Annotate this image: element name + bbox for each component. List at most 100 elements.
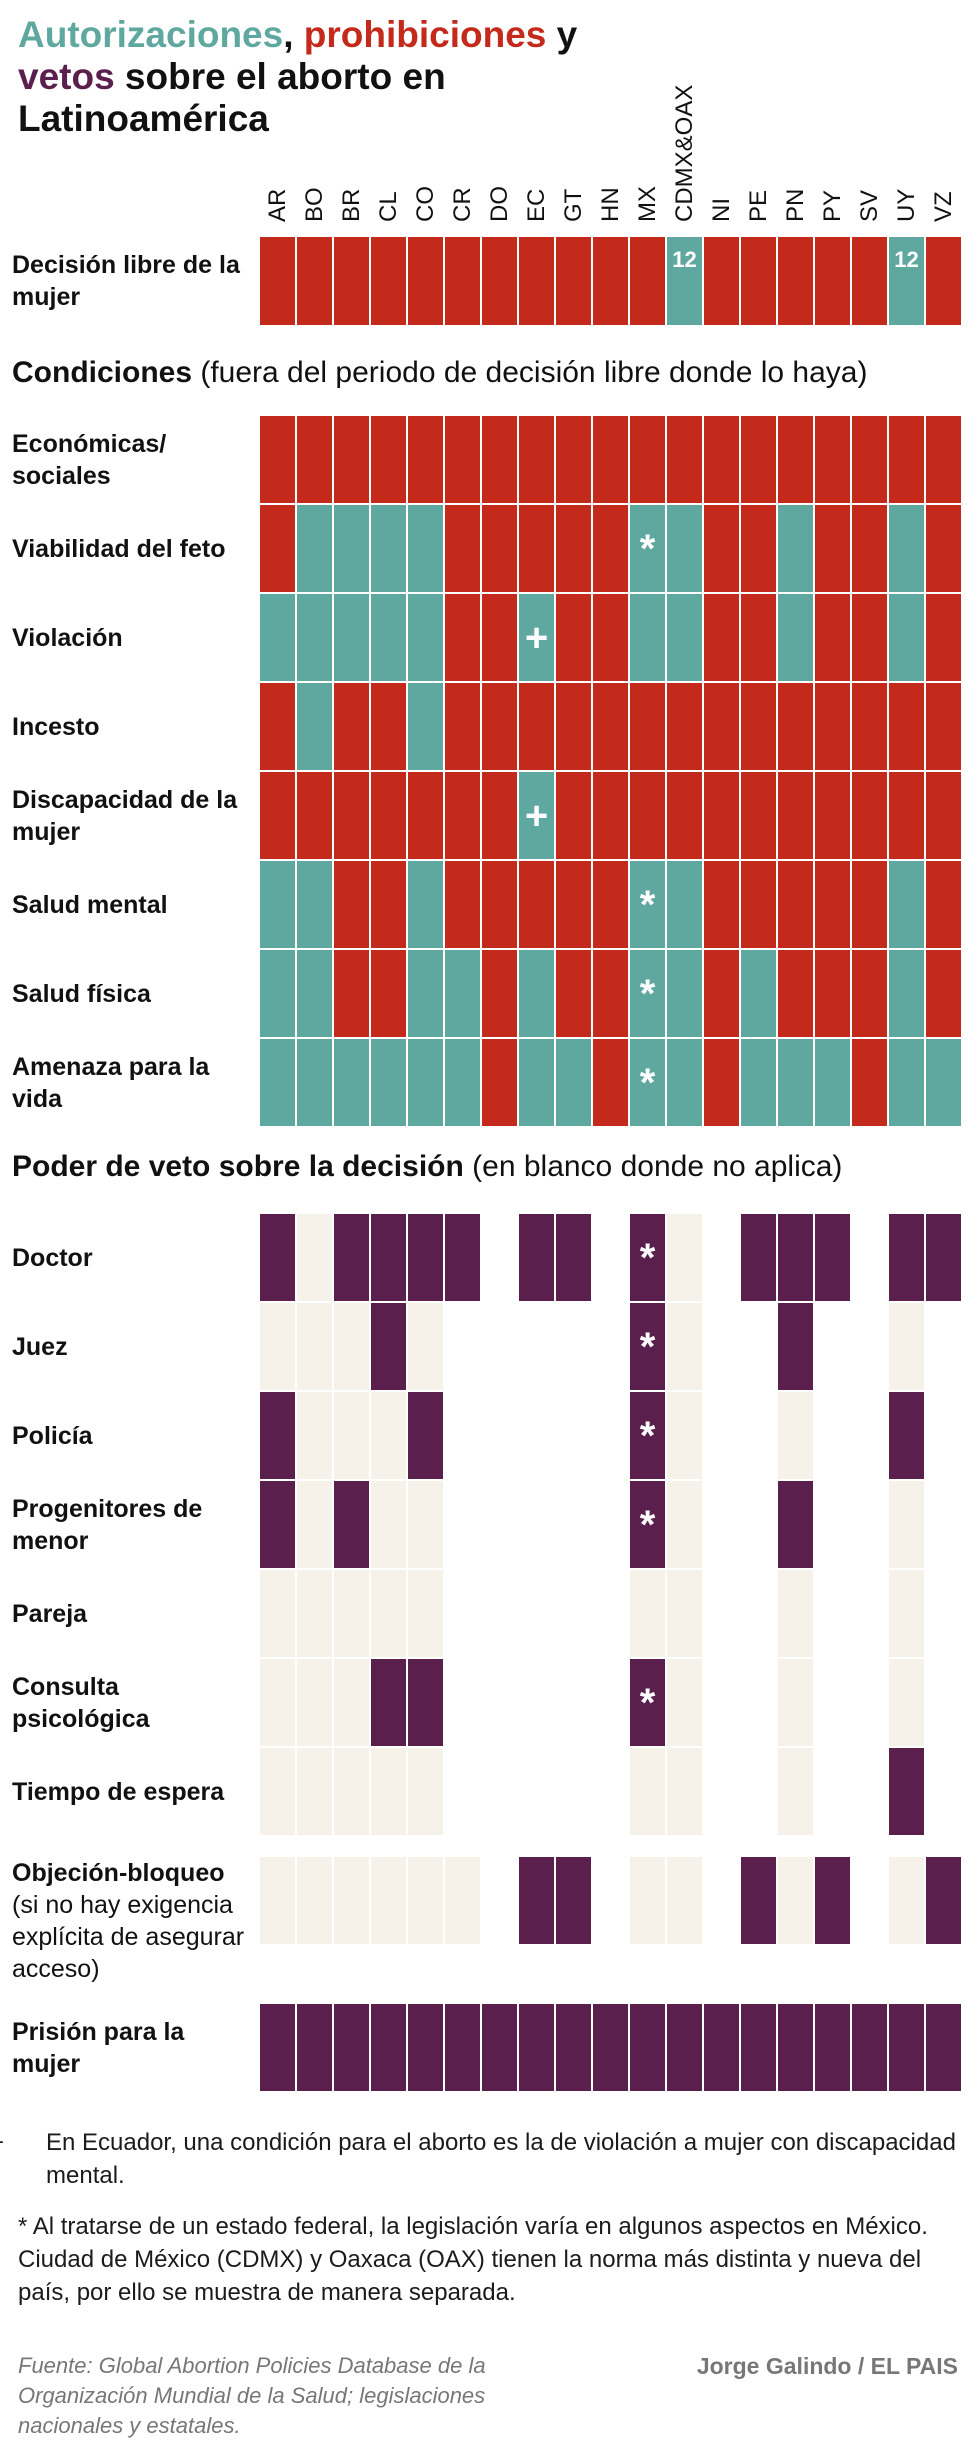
- grid-cell: [704, 1392, 739, 1479]
- grid-cell: [408, 1039, 443, 1126]
- grid-cell: [815, 1748, 850, 1835]
- grid-cell: [297, 683, 332, 770]
- column-label-uy: UY: [892, 188, 920, 222]
- cell-footnote-marker: *: [639, 1502, 656, 1547]
- grid-cell: [778, 505, 813, 592]
- row-label: Decisión libre de la mujer: [12, 237, 257, 325]
- grid-cell: [408, 416, 443, 503]
- grid-cell: [371, 237, 406, 325]
- grid-cell: [704, 1039, 739, 1126]
- grid-cell: [852, 1392, 887, 1479]
- grid-cell: [371, 683, 406, 770]
- row-label-text: Económicas/ sociales: [12, 429, 167, 490]
- grid-cell: [667, 2004, 702, 2091]
- grid-cell: [297, 861, 332, 948]
- grid-cell: [556, 1039, 591, 1126]
- grid-cell: [519, 1857, 554, 1944]
- row-label: Objeción-bloqueo (si no hay exigencia ex…: [12, 1857, 257, 1983]
- row-label-text: Prisión para la mujer: [12, 2017, 185, 2078]
- grid-cell: [482, 1857, 517, 1944]
- grid-cell: [926, 1857, 961, 1944]
- grid-cell: [889, 505, 924, 592]
- grid-cell: [778, 1303, 813, 1390]
- grid-cell: [667, 950, 702, 1037]
- grid-cell: [445, 861, 480, 948]
- grid-cell: [371, 1857, 406, 1944]
- grid-cell: [260, 237, 295, 325]
- grid-cell: [334, 1214, 369, 1301]
- grid-cell: [260, 1570, 295, 1657]
- grid-cell: [408, 1214, 443, 1301]
- grid-cell: [260, 594, 295, 681]
- grid-cell: [297, 950, 332, 1037]
- grid-cell: [741, 1214, 776, 1301]
- grid-cell: [371, 1214, 406, 1301]
- grid-cell: [593, 683, 628, 770]
- grid-cell: [815, 237, 850, 325]
- grid-cell: [630, 416, 665, 503]
- grid-cell: [556, 237, 591, 325]
- grid-cell: [741, 1570, 776, 1657]
- grid-cell: [556, 416, 591, 503]
- grid-cell: [630, 237, 665, 325]
- row-label-text: Salud mental: [12, 890, 168, 919]
- grid-cell: [667, 1659, 702, 1746]
- grid-cell: [778, 950, 813, 1037]
- grid-cell: [445, 2004, 480, 2091]
- column-label-ec: EC: [522, 188, 550, 222]
- cell-footnote-marker: +: [524, 793, 549, 838]
- grid-cell: [593, 594, 628, 681]
- grid-cell: [778, 683, 813, 770]
- row-label-text: Doctor: [12, 1243, 93, 1272]
- row-label: Progenitores de menor: [12, 1481, 257, 1568]
- grid-cell: [593, 950, 628, 1037]
- grid-cell: [297, 772, 332, 859]
- grid-cell: [630, 1857, 665, 1944]
- row-label-text: Tiempo de espera: [12, 1777, 225, 1806]
- title-separator: ,: [283, 14, 304, 55]
- grid-cell: [667, 416, 702, 503]
- grid-cell: *: [630, 505, 665, 592]
- grid-cell: [852, 683, 887, 770]
- grid-cell: [260, 1748, 295, 1835]
- row-label: Pareja: [12, 1570, 257, 1657]
- grid-cell: [630, 2004, 665, 2091]
- grid-cell: [519, 1481, 554, 1568]
- grid-cell: [852, 1857, 887, 1944]
- grid-cell: [667, 1303, 702, 1390]
- grid-cell: [556, 1392, 591, 1479]
- grid-cell: [926, 505, 961, 592]
- grid-cell: [889, 683, 924, 770]
- grid-cell: [815, 772, 850, 859]
- grid-cell: [889, 1857, 924, 1944]
- grid-cell: [926, 237, 961, 325]
- grid-cell: [482, 1303, 517, 1390]
- grid-cell: 12: [889, 237, 924, 325]
- grid-cell: [667, 1392, 702, 1479]
- grid-cell: [445, 237, 480, 325]
- grid-cell: [408, 594, 443, 681]
- grid-cell: [704, 1214, 739, 1301]
- grid-cell: [260, 1659, 295, 1746]
- grid-cell: [260, 1214, 295, 1301]
- grid-cell: [556, 1748, 591, 1835]
- source-note: Fuente: Global Abortion Policies Databas…: [18, 2353, 486, 2438]
- grid-cell: [667, 1857, 702, 1944]
- grid-cell: [445, 416, 480, 503]
- grid-cell: [852, 1570, 887, 1657]
- grid-cell: [260, 1392, 295, 1479]
- grid-cell: [519, 1214, 554, 1301]
- grid-cell: [926, 1039, 961, 1126]
- grid-cell: [778, 1748, 813, 1835]
- grid-cell: [815, 416, 850, 503]
- title-separator: y: [546, 14, 578, 55]
- grid-cell: [408, 1857, 443, 1944]
- grid-cell: [741, 772, 776, 859]
- grid-cell: [334, 237, 369, 325]
- row-label: Prisión para la mujer: [12, 2004, 257, 2091]
- cell-footnote-marker: *: [639, 1060, 656, 1105]
- grid-cell: [815, 1392, 850, 1479]
- grid-cell: [371, 505, 406, 592]
- grid-cell: [593, 1392, 628, 1479]
- grid-cell: [445, 1303, 480, 1390]
